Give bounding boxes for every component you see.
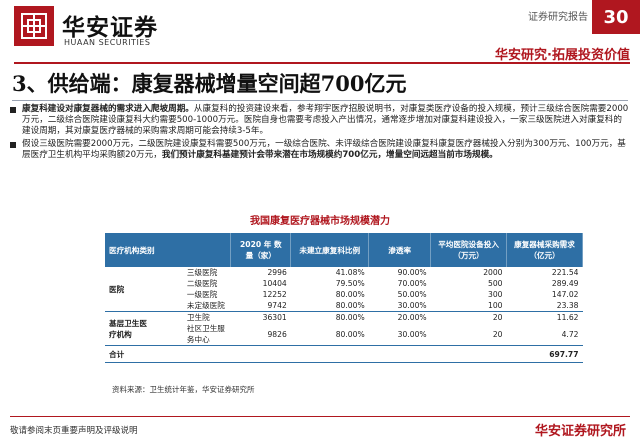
cell-penetration: 20.00%	[368, 311, 431, 323]
cell-ratio: 80.00%	[335, 301, 365, 310]
cell-count: 9826	[267, 329, 287, 339]
table-row: 未定级医院 9742 80.00% 30.00% 100 23.38	[105, 300, 583, 312]
source-note: 资料来源：卫生统计年鉴，华安证券研究所	[112, 385, 255, 394]
cell-penetration: 70.00%	[397, 279, 427, 288]
cell-type: 社区卫生服务中心	[186, 324, 225, 344]
cell-count: 10404	[262, 279, 287, 288]
header-ratio: 未建立康复科比例	[290, 233, 370, 267]
brand-name: 华安证券	[62, 14, 158, 41]
cell-demand: 23.38	[556, 301, 579, 310]
group-label: 基层卫生医疗机构	[105, 311, 157, 346]
cell-ratio: 80.00%	[335, 290, 365, 299]
cell-type: 未定级医院	[186, 301, 225, 310]
total-label: 合计	[105, 345, 231, 363]
cell-demand: 4.72	[561, 329, 579, 339]
table-row: 一级医院 12252 80.00% 50.00% 300 147.02	[105, 289, 583, 300]
cell-type: 三级医院	[186, 268, 218, 277]
total-demand: 697.77	[506, 345, 583, 363]
cell-investment: 2000	[483, 268, 503, 277]
table-row: 社区卫生服务中心 9826 80.00% 30.00% 20 4.72	[105, 323, 583, 346]
cell-investment: 100	[488, 301, 503, 310]
cell-count: 36301	[230, 311, 291, 323]
bullet-item: 假设三级医院需要2000万元，二级医院建设康复科需要500万元，一级综合医院、未…	[10, 139, 630, 161]
cell-demand: 289.49	[551, 279, 579, 288]
cell-penetration: 90.00%	[397, 268, 427, 277]
header-investment: 平均医院设备投入（万元）	[430, 233, 508, 267]
table-row: 医院 三级医院 2996 41.08% 90.00% 2000 221.54	[105, 267, 583, 294]
header-penetration: 渗透率	[368, 233, 432, 267]
cell-investment: 20	[492, 329, 503, 339]
disclaimer-link[interactable]: 敬请参阅末页重要声明及评级说明	[10, 426, 138, 436]
cell-demand: 221.54	[551, 268, 579, 277]
header-demand: 康复器械采购需求（亿元）	[506, 233, 583, 267]
header-count: 2020 年 数 量（家）	[230, 233, 292, 267]
cell-demand: 11.62	[506, 311, 583, 323]
total-row: 合计 697.77	[105, 345, 583, 363]
slogan: 华安研究·拓展投资价值	[495, 48, 630, 63]
section-title: 3、供给端：康复器械增量空间超700亿元	[12, 71, 407, 96]
cell-penetration: 30.00%	[397, 301, 427, 310]
cell-investment: 20	[430, 311, 507, 323]
cell-demand: 147.02	[551, 290, 579, 299]
bullet-list: 康复科建设对康复器械的需求进入爬坡周期。从康复科的投资建设来看，参考翔宇医疗招股…	[10, 104, 630, 162]
cell-count: 2996	[267, 268, 287, 277]
footer-brand: 华安证券研究所	[534, 424, 626, 439]
cell-ratio: 80.00%	[335, 329, 365, 339]
cell-count: 9742	[267, 301, 287, 310]
cell-ratio: 80.00%	[290, 311, 369, 323]
logo-mark	[14, 6, 54, 46]
brand-name-en: HUAAN SECURITIES	[64, 38, 151, 47]
header: 华安证券 HUAAN SECURITIES 证券研究报告 30 华安研究·拓展投…	[0, 0, 640, 63]
cell-investment: 300	[488, 290, 503, 299]
cell-type: 一级医院	[186, 290, 218, 299]
bullet-square-icon	[10, 141, 16, 148]
cell-penetration: 50.00%	[397, 290, 427, 299]
table-header-row: 医疗机构类别 2020 年 数 量（家） 未建立康复科比例 渗透率 平均医院设备…	[105, 233, 583, 267]
group-label: 医院	[109, 284, 125, 294]
cell-penetration: 30.00%	[397, 329, 427, 339]
bullet-conclusion: 我们预计康复科基建预计会带来潜在市场规模约700亿元，增量空间远超当前市场规模。	[161, 149, 498, 160]
bullet-text: 从康复科的投资建设来看，参考翔宇医疗招股说明书，对康复类医疗设备的投入规模，预计…	[22, 104, 629, 137]
page-number: 30	[592, 0, 640, 34]
title-divider	[12, 100, 628, 101]
report-type: 证券研究报告	[528, 12, 588, 23]
table-row: 二级医院 10404 79.50% 70.00% 500 289.49	[105, 278, 583, 289]
bullet-text: 假设三级医院需要2000万元，二级医院建设康复科需要500万元，一级综合医院、未…	[22, 138, 626, 160]
cell-type: 卫生院	[156, 311, 231, 323]
cell-type: 二级医院	[186, 279, 218, 288]
market-size-table: 医疗机构类别 2020 年 数 量（家） 未建立康复科比例 渗透率 平均医院设备…	[105, 233, 583, 363]
bullet-item: 康复科建设对康复器械的需求进入爬坡周期。从康复科的投资建设来看，参考翔宇医疗招股…	[10, 104, 630, 138]
bullet-square-icon	[10, 107, 16, 113]
header-institution-type: 医疗机构类别	[105, 233, 232, 267]
cell-count: 12252	[262, 290, 287, 299]
cell-ratio: 41.08%	[335, 268, 365, 277]
cell-ratio: 79.50%	[335, 279, 365, 288]
table-row: 基层卫生医疗机构 卫生院 36301 80.00% 20.00% 20 11.6…	[105, 311, 583, 346]
table-title: 我国康复医疗器械市场规模潜力	[250, 216, 390, 227]
bullet-lead: 康复科建设对康复器械的需求进入爬坡周期。	[22, 104, 194, 114]
cell-investment: 500	[488, 279, 503, 288]
header-divider	[14, 62, 630, 64]
footer-divider	[10, 416, 630, 417]
